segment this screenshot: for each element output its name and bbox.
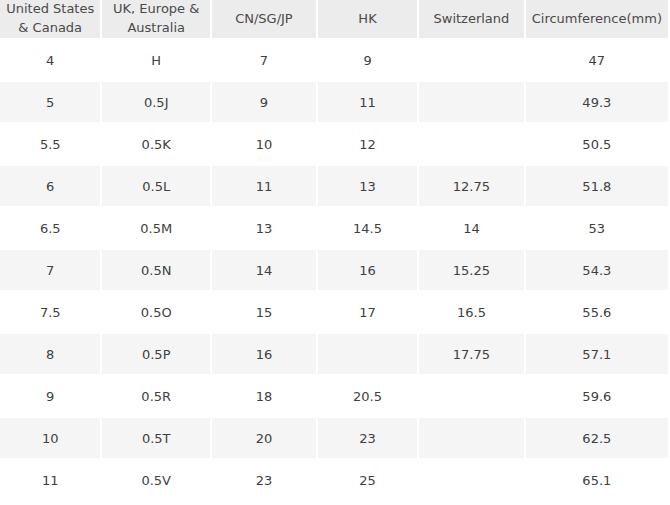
ring-size-table: United States & Canada UK, Europe & Aust… [0,0,670,502]
table-cell: 14.5 [318,208,417,248]
table-cell: 0.5N [102,250,210,290]
table-cell: 20 [212,418,316,458]
table-row: 80.5P16 17.7557.1 [0,334,668,374]
table-cell: 14 [419,208,523,248]
ring-size-chart-page: United States & Canada UK, Europe & Aust… [0,0,670,505]
table-cell [419,418,523,458]
table-cell: 55.6 [526,292,668,332]
table-cell: 8 [0,334,100,374]
table-cell: 49.3 [526,82,668,122]
table-row: 5.50.5K1012 50.5 [0,124,668,164]
table-cell: 7.5 [0,292,100,332]
table-row: 50.5J911 49.3 [0,82,668,122]
table-row: 110.5V2325 65.1 [0,460,668,500]
table-cell: 0.5O [102,292,210,332]
header-cell-circumference: Circumference(mm) [526,0,668,38]
header-cell-hk: HK [318,0,417,38]
table-cell: 65.1 [526,460,668,500]
table-cell: 57.1 [526,334,668,374]
table-cell: 10 [0,418,100,458]
table-cell: 9 [212,82,316,122]
table-cell: 15.25 [419,250,523,290]
table-cell: 5 [0,82,100,122]
table-cell: 23 [318,418,417,458]
table-cell: 59.6 [526,376,668,416]
table-cell: 18 [212,376,316,416]
table-cell [419,376,523,416]
table-header-row: United States & Canada UK, Europe & Aust… [0,0,668,38]
header-cell-switzerland: Switzerland [419,0,523,38]
table-body: 4H794750.5J91149.35.50.5K101250.560.5L11… [0,40,668,500]
table-cell: 54.3 [526,250,668,290]
table-cell: 9 [0,376,100,416]
header-cell-uk-europe-aus: UK, Europe & Australia [102,0,210,38]
table-row: 4H79 47 [0,40,668,80]
table-cell [419,82,523,122]
table-row: 90.5R1820.5 59.6 [0,376,668,416]
table-cell: 11 [318,82,417,122]
table-cell: 9 [318,40,417,80]
table-cell: 0.5P [102,334,210,374]
table-cell: 17.75 [419,334,523,374]
table-cell: H [102,40,210,80]
table-cell: 4 [0,40,100,80]
table-cell: 11 [0,460,100,500]
table-row: 70.5N141615.2554.3 [0,250,668,290]
table-row: 60.5L111312.7551.8 [0,166,668,206]
table-cell [419,40,523,80]
table-row: 7.50.5O151716.555.6 [0,292,668,332]
table-cell [318,334,417,374]
table-cell [419,124,523,164]
header-cell-us-canada: United States & Canada [0,0,100,38]
table-cell: 7 [0,250,100,290]
table-cell: 25 [318,460,417,500]
table-cell: 13 [318,166,417,206]
table-cell: 0.5T [102,418,210,458]
table-cell: 12.75 [419,166,523,206]
table-cell: 17 [318,292,417,332]
table-cell: 14 [212,250,316,290]
table-cell: 0.5K [102,124,210,164]
table-row: 100.5T2023 62.5 [0,418,668,458]
table-cell [419,460,523,500]
table-cell: 13 [212,208,316,248]
table-cell: 20.5 [318,376,417,416]
table-cell: 23 [212,460,316,500]
table-cell: 16.5 [419,292,523,332]
table-cell: 10 [212,124,316,164]
table-cell: 0.5J [102,82,210,122]
table-cell: 6.5 [0,208,100,248]
table-cell: 51.8 [526,166,668,206]
table-cell: 11 [212,166,316,206]
table-cell: 50.5 [526,124,668,164]
table-cell: 0.5V [102,460,210,500]
table-cell: 53 [526,208,668,248]
table-cell: 16 [318,250,417,290]
table-row: 6.50.5M1314.51453 [0,208,668,248]
table-cell: 0.5M [102,208,210,248]
table-cell: 6 [0,166,100,206]
table-cell: 16 [212,334,316,374]
table-cell: 0.5L [102,166,210,206]
table-cell: 47 [526,40,668,80]
table-cell: 62.5 [526,418,668,458]
header-cell-cn-sg-jp: CN/SG/JP [212,0,316,38]
table-cell: 5.5 [0,124,100,164]
table-cell: 7 [212,40,316,80]
table-cell: 15 [212,292,316,332]
table-cell: 0.5R [102,376,210,416]
table-cell: 12 [318,124,417,164]
